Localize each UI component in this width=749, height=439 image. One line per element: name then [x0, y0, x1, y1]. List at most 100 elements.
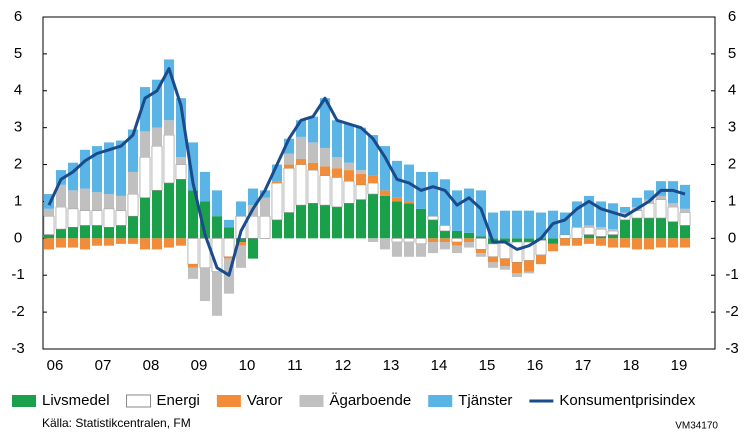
bar-segment	[319, 175, 331, 206]
y2-tick-label: 4	[728, 82, 736, 99]
bar-segment	[235, 201, 247, 217]
bar-segment	[103, 227, 115, 239]
bar-segment	[403, 238, 415, 243]
bar-segment	[175, 98, 187, 158]
bar-segment	[199, 267, 211, 302]
legend-label: Energi	[157, 392, 200, 409]
bar-segment	[151, 79, 163, 128]
plot-frame	[42, 16, 716, 350]
bar-segment	[607, 230, 619, 235]
bar-segment	[43, 215, 55, 235]
bar-segment	[91, 225, 103, 239]
bar-segment	[631, 197, 643, 207]
bar-segment	[127, 193, 139, 217]
bar-segment	[427, 219, 439, 239]
bar-segment	[307, 162, 319, 171]
bar-segment	[91, 238, 103, 246]
bar-segment	[583, 225, 595, 228]
bar-segment	[463, 232, 475, 239]
bar-segment	[415, 243, 427, 257]
bar-segment	[439, 179, 451, 226]
bar-segment	[67, 208, 79, 228]
bar-segment	[619, 206, 631, 213]
x-tick-label: 06	[47, 357, 64, 374]
bar-segment	[595, 227, 607, 230]
legend-label: Konsumentprisindex	[559, 392, 695, 409]
bar-segment	[295, 164, 307, 206]
bar-segment	[523, 260, 535, 272]
bar-segment	[595, 228, 607, 237]
bar-segment	[271, 164, 283, 182]
bar-segment	[127, 129, 139, 172]
bar-segment	[427, 171, 439, 217]
bar-segment	[103, 238, 115, 246]
bar-segment	[451, 245, 463, 254]
bar-segment	[643, 190, 655, 200]
bar-segment	[655, 218, 667, 239]
bar-segment	[127, 238, 139, 244]
bar-segment	[163, 134, 175, 184]
bar-segment	[487, 212, 499, 239]
bar-segment	[343, 180, 355, 204]
bar-segment	[43, 238, 55, 250]
bar-segment	[355, 127, 367, 171]
bar-segment	[427, 238, 439, 243]
x-tick-label: 18	[623, 357, 640, 374]
bar-segment	[667, 181, 679, 204]
y-tick-label: -1	[11, 266, 24, 283]
bar-segment	[535, 212, 547, 239]
bar-segment	[163, 59, 175, 121]
bar-segment	[247, 215, 259, 239]
bar-segment	[175, 157, 187, 165]
y2-tick-label: 1	[728, 192, 736, 209]
bar-segment	[571, 201, 583, 228]
bar-segment	[655, 181, 667, 196]
bar-segment	[655, 238, 667, 248]
bar-segment	[115, 225, 127, 239]
bar-segment	[139, 238, 151, 250]
bar-segment	[319, 98, 331, 148]
bar-segment	[139, 131, 151, 158]
bar-segment	[199, 171, 211, 202]
bar-segment	[451, 238, 463, 243]
bar-segment	[331, 120, 343, 158]
bar-segment	[43, 208, 55, 217]
bar-segment	[55, 238, 67, 248]
bar-segment	[583, 195, 595, 226]
y2-tick-label: 3	[728, 119, 736, 136]
bar-segment	[547, 238, 559, 244]
bar-segment	[535, 239, 547, 256]
bar-segment	[115, 195, 127, 211]
x-tick-label: 09	[191, 357, 208, 374]
bar-segment	[211, 271, 223, 316]
bar-segment	[283, 138, 295, 154]
bar-segment	[679, 184, 691, 209]
bar-segment	[367, 135, 379, 176]
bar-segment	[583, 226, 595, 235]
bar-segment	[211, 216, 223, 239]
legend-swatch	[216, 395, 241, 407]
bar-segment	[343, 203, 355, 239]
bar-segment	[307, 116, 319, 143]
bar-segment	[283, 153, 295, 165]
bar-segment	[295, 205, 307, 239]
bar-segment	[511, 241, 523, 263]
x-tick-label: 14	[431, 357, 448, 374]
bar-segment	[367, 238, 379, 243]
y-tick-label: -2	[11, 303, 24, 320]
bar-segment	[487, 262, 499, 268]
bar-segment	[307, 169, 319, 204]
x-tick-label: 17	[575, 357, 592, 374]
bar-segment	[631, 238, 643, 250]
bar-segment	[463, 238, 475, 243]
bar-segment	[79, 225, 91, 239]
bar-segment	[187, 190, 199, 239]
bar-segment	[583, 234, 595, 239]
bar-segment	[679, 238, 691, 248]
bar-segment	[511, 273, 523, 278]
bar-segment	[523, 210, 535, 239]
bar-segment	[235, 242, 247, 246]
bar-segment	[91, 146, 103, 193]
bar-segment	[151, 145, 163, 191]
